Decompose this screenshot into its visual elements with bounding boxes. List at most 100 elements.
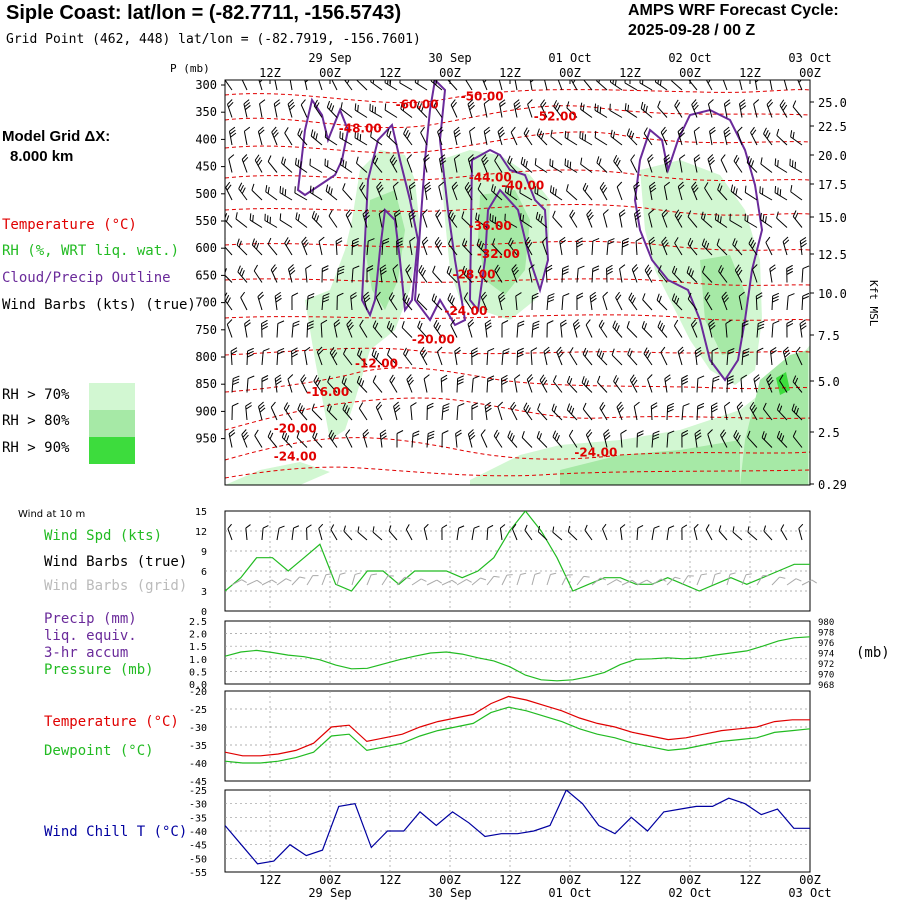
wind-barb <box>304 346 311 366</box>
panel-tick-label: -20 <box>189 687 207 698</box>
panel-series <box>225 511 810 865</box>
wind-barb <box>339 157 353 173</box>
wind-barb <box>481 154 489 173</box>
surface-wind-barb-grid <box>411 578 427 586</box>
wind-barb <box>566 375 578 393</box>
surface-wind-barb-true <box>747 526 758 541</box>
legend-rh90-label: RH > 90% <box>2 440 70 456</box>
panel-tick-label: 6 <box>201 567 207 578</box>
legend-rh: RH (%, WRT liq. wat.) <box>2 243 180 259</box>
wind-barb <box>792 210 803 228</box>
surface-wind-barb-grid <box>711 572 721 586</box>
wind-barb <box>358 402 368 421</box>
page-title: Siple Coast: lat/lon = (-82.7711, -156.5… <box>6 2 402 24</box>
wind-barb <box>782 346 791 366</box>
pressure-tick-label: 450 <box>195 160 217 174</box>
wind-barb <box>586 209 594 228</box>
wind-barb <box>450 319 458 338</box>
surface-wind-barb-true <box>552 526 563 541</box>
wind-barb <box>626 128 638 146</box>
wind-barb <box>720 429 728 448</box>
wind-barb <box>594 130 608 146</box>
wind-barb <box>661 236 669 256</box>
wind-barb <box>776 430 788 448</box>
pressure-tick-label: 950 <box>195 432 217 446</box>
wind-barb <box>535 211 548 228</box>
wind-barb <box>267 155 278 173</box>
pressure-tick-label: 500 <box>195 187 217 201</box>
wind-barb <box>752 264 758 283</box>
panel-axes: 15 12 9 6 3 02.5 2.01.5 1.00.5 0.0-20 -25 -30 -35 -4… <box>189 507 834 900</box>
wind-barb <box>744 185 758 201</box>
wind-barb <box>228 126 237 146</box>
wind-barb <box>541 236 548 256</box>
surface-wind-barb-grid <box>351 572 361 586</box>
pressure-tick-label: 750 <box>195 323 217 337</box>
wind-barb <box>389 374 398 393</box>
surface-wind-barb-grid <box>231 579 247 586</box>
wind-barb <box>520 156 533 173</box>
wind-barb <box>267 430 278 448</box>
wind-barb <box>297 403 308 421</box>
wind-barb <box>408 209 416 228</box>
date-label-bottom: 01 Oct <box>548 886 591 900</box>
wind-barb <box>311 210 323 228</box>
pressure-right-tick-label: 976 <box>818 639 834 649</box>
wind-barb <box>612 320 623 338</box>
wind-barb <box>241 154 249 173</box>
wind-barb <box>718 265 728 283</box>
panel-tick-label: -30 <box>189 800 207 811</box>
wind-barb <box>379 429 387 448</box>
date-label-top: 29 Sep <box>308 51 351 65</box>
wind-barb <box>370 130 383 146</box>
surface-wind-barb-true <box>388 525 398 541</box>
temperature-line <box>225 695 810 757</box>
wind-barb <box>709 126 716 146</box>
wind-barb <box>711 375 720 393</box>
wind-barb <box>432 265 443 283</box>
wind-barb <box>603 429 611 448</box>
surface-wind-barb-grid <box>756 575 769 586</box>
legend-cloud: Cloud/Precip Outline <box>2 270 171 286</box>
wind-barb <box>761 431 773 448</box>
surface-wind-barb-grid <box>636 579 653 586</box>
wind-barb <box>251 238 263 256</box>
wind-barb <box>564 130 578 146</box>
panel-tick-label: -25 <box>189 786 207 797</box>
wind-barb <box>471 347 478 366</box>
wind-barb <box>230 347 238 366</box>
legend-rh80-swatch <box>89 410 135 437</box>
wind-barb <box>717 183 728 201</box>
time-tick-label-top: 00Z <box>679 66 701 80</box>
surface-wind-barb-true <box>602 523 608 541</box>
wind-barb <box>451 181 459 201</box>
wind-barb <box>776 403 788 421</box>
wind-barb <box>540 99 548 118</box>
wind-barb <box>550 129 563 146</box>
wind-barb <box>582 182 593 201</box>
panel-tick-label: 0 <box>201 607 207 618</box>
wind-barb <box>241 429 249 448</box>
wind-barb <box>261 375 269 393</box>
wind-barb <box>375 401 383 421</box>
wind-barb <box>671 80 683 91</box>
wind-barb <box>691 99 699 118</box>
wind-barb <box>616 181 623 201</box>
wind-barb <box>543 346 551 366</box>
wind-barb <box>694 346 702 366</box>
pressure-line <box>225 636 810 682</box>
wind-barb <box>674 237 683 256</box>
wind-barb <box>359 319 368 338</box>
surface-wind-barb-true <box>780 524 788 541</box>
panel-frames <box>224 510 811 873</box>
surface-wind-barb-true <box>291 525 300 541</box>
wind-barb <box>408 181 416 201</box>
wind-barb <box>493 429 503 448</box>
wind-barb <box>615 291 623 311</box>
wind-barb <box>734 264 743 283</box>
wind-barb <box>649 181 657 201</box>
wind-barb <box>552 375 563 393</box>
surface-wind-barb-grid <box>546 572 557 586</box>
model-grid-label: Model Grid ΔX: <box>2 128 111 145</box>
pressure-tick-label: 300 <box>195 78 217 92</box>
